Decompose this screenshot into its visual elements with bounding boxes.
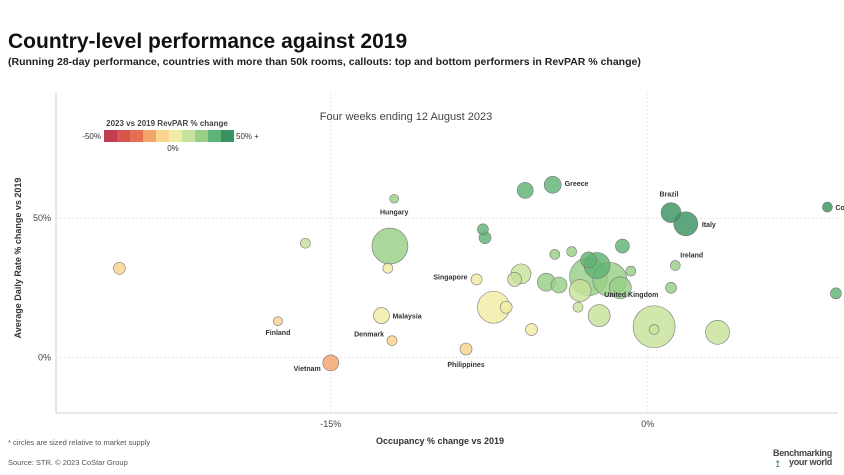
brand-line-2: your world xyxy=(789,457,833,467)
data-point xyxy=(373,307,390,324)
grid-layer: -15% 0% 50% 0% xyxy=(33,93,838,429)
data-point xyxy=(665,281,677,294)
x-tick-label: -15% xyxy=(320,419,341,429)
data-point xyxy=(568,279,592,302)
legend-swatches xyxy=(104,130,234,142)
data-point xyxy=(660,202,682,223)
point-label: Greece xyxy=(565,181,589,188)
legend-min-label: -50% xyxy=(82,132,101,141)
point-label: Philippines xyxy=(447,362,484,369)
x-tick-label: 0% xyxy=(641,419,654,429)
data-point xyxy=(507,272,522,287)
labels-layer: Finland Vietnam Hungary Malaysia Denmark Phil… xyxy=(265,181,844,373)
data-point xyxy=(300,237,311,249)
legend-swatch xyxy=(130,130,143,142)
point-label: Colombia xyxy=(835,205,844,212)
chart-annotation: Four weeks ending 12 August 2023 xyxy=(320,111,492,123)
legend-swatch xyxy=(208,130,221,142)
data-point xyxy=(830,287,842,300)
y-axis-label: Average Daily Rate % change vs 2019 xyxy=(13,178,23,339)
color-legend: 2023 vs 2019 RevPAR % change -50% 50% + … xyxy=(82,119,259,153)
source-note: Source: STR. © 2023 CoStar Group xyxy=(8,458,128,467)
point-label: Denmark xyxy=(354,332,384,339)
data-point xyxy=(273,316,283,326)
legend-title: 2023 vs 2019 RevPAR % change xyxy=(106,119,228,128)
data-point xyxy=(587,304,611,327)
data-point xyxy=(499,300,513,314)
point-label: Ireland xyxy=(680,253,703,260)
data-point xyxy=(516,182,534,199)
legend-swatch xyxy=(104,130,117,142)
point-label: Malaysia xyxy=(392,314,421,321)
data-point xyxy=(648,324,660,335)
legend-swatch xyxy=(156,130,169,142)
point-label: Italy xyxy=(702,222,716,229)
data-point xyxy=(543,176,562,194)
point-label: Finland xyxy=(265,330,290,337)
data-point xyxy=(477,223,489,236)
data-point xyxy=(459,342,473,356)
point-label: Singapore xyxy=(433,274,467,281)
arrow-icon: ↥ xyxy=(774,459,782,469)
legend-swatch xyxy=(182,130,195,142)
data-point xyxy=(549,249,561,260)
page-subtitle: (Running 28-day performance, countries w… xyxy=(8,56,641,68)
data-point xyxy=(382,263,394,274)
data-point xyxy=(322,354,340,372)
legend-swatch xyxy=(221,130,234,142)
data-point xyxy=(371,227,409,265)
data-point xyxy=(113,262,126,275)
point-label: United Kingdom xyxy=(604,292,658,299)
brand-line-1: Benchmarking xyxy=(773,448,832,458)
data-point xyxy=(580,251,597,269)
data-point xyxy=(572,301,584,313)
data-point xyxy=(525,323,538,336)
data-point xyxy=(389,193,399,204)
data-point xyxy=(566,246,577,257)
y-tick-label: 50% xyxy=(33,213,51,223)
page-title: Country-level performance against 2019 xyxy=(8,30,408,53)
legend-mid-label: 0% xyxy=(167,144,179,153)
y-tick-label: 0% xyxy=(38,352,51,362)
legend-swatch xyxy=(169,130,182,142)
data-point xyxy=(550,276,568,294)
x-axis-label: Occupancy % change vs 2019 xyxy=(376,436,504,446)
legend-swatch xyxy=(195,130,208,142)
data-point xyxy=(609,276,632,300)
data-point xyxy=(625,265,637,277)
footnote: * circles are sized relative to market s… xyxy=(8,438,151,447)
legend-max-label: 50% + xyxy=(236,132,259,141)
data-point xyxy=(822,201,833,213)
legend-swatch xyxy=(117,130,130,142)
points-layer xyxy=(113,176,842,372)
data-point xyxy=(470,273,483,286)
point-label: Brazil xyxy=(660,192,679,199)
data-point xyxy=(705,320,730,345)
point-label: Hungary xyxy=(380,210,409,217)
legend-swatch xyxy=(143,130,156,142)
point-label: Vietnam xyxy=(294,366,321,373)
brand-logo: Benchmarking your world xyxy=(773,449,832,467)
data-point xyxy=(669,260,681,271)
data-point xyxy=(615,238,630,254)
data-point xyxy=(386,335,398,346)
